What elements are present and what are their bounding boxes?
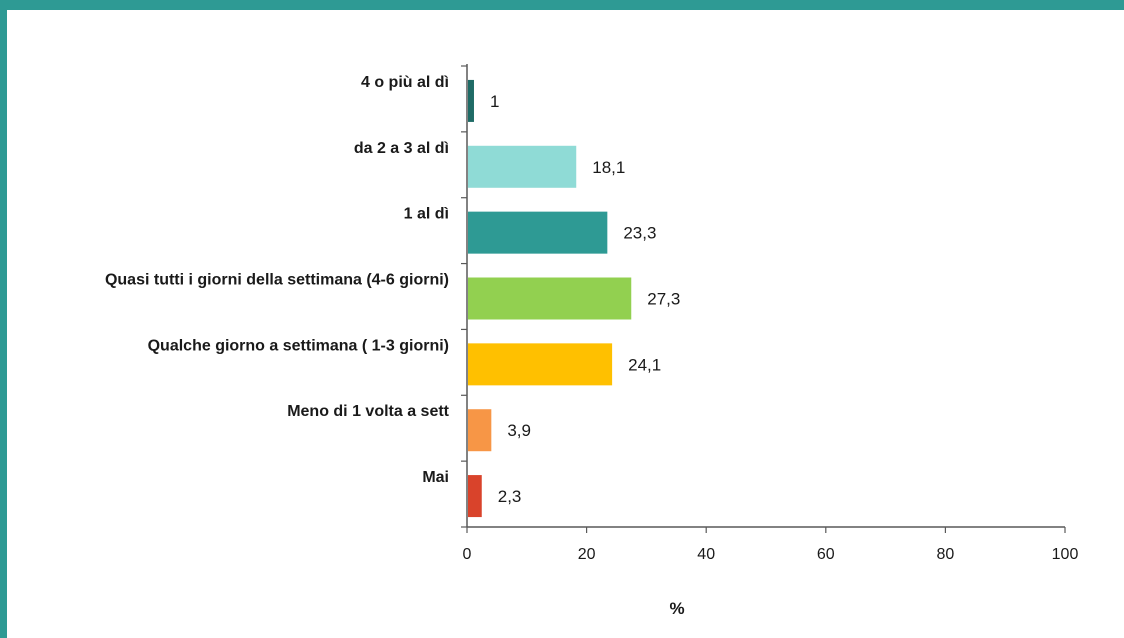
x-tick-label: 0 [463, 546, 472, 563]
x-ticks: 0 20 40 60 80 100 [461, 65, 1079, 563]
value-label: 23,3 [623, 224, 656, 243]
category-label: 4 o più al dì [361, 74, 449, 91]
category-label: Meno di 1 volta a sett [287, 403, 449, 420]
axes-group [466, 64, 1065, 528]
x-tick-label: 80 [937, 546, 955, 563]
bar-4-o-pi-al-d [468, 79, 474, 122]
x-tick-label: 100 [1052, 546, 1079, 563]
value-label: 18,1 [592, 158, 625, 177]
x-tick-label: 40 [697, 546, 715, 563]
category-label: Mai [422, 469, 449, 486]
x-axis-title: % [669, 599, 684, 618]
category-label: Qualche giorno a settimana ( 1-3 giorni) [148, 337, 449, 354]
category-label: da 2 a 3 al dì [354, 140, 449, 157]
x-tick-label: 60 [817, 546, 835, 563]
value-label: 1 [490, 92, 499, 111]
bars-group [468, 79, 632, 518]
x-tick-label: 20 [578, 546, 596, 563]
value-label: 3,9 [507, 421, 531, 440]
bar-mai [468, 475, 482, 518]
value-labels: 1 18,1 23,3 27,3 24,1 3,9 2,3 [490, 92, 680, 506]
value-label: 24,1 [628, 355, 661, 374]
category-label: Quasi tutti i giorni della settimana (4-… [105, 272, 449, 289]
bar-da-2-a-3-al-d [468, 145, 577, 188]
category-labels: 4 o più al dì da 2 a 3 al dì 1 al dì Quasi … [105, 74, 450, 486]
category-label: 1 al dì [404, 206, 449, 223]
value-label: 27,3 [647, 290, 680, 309]
bar-qualche-giorno-a-settimana-1-3-giorni [468, 343, 613, 386]
bar-meno-di-1-volta-a-sett [468, 409, 492, 452]
bar-quasi-tutti-i-giorni-della-settimana-4-6-giorni [468, 277, 632, 320]
bar-1-al-d [468, 211, 608, 254]
value-label: 2,3 [498, 487, 522, 506]
